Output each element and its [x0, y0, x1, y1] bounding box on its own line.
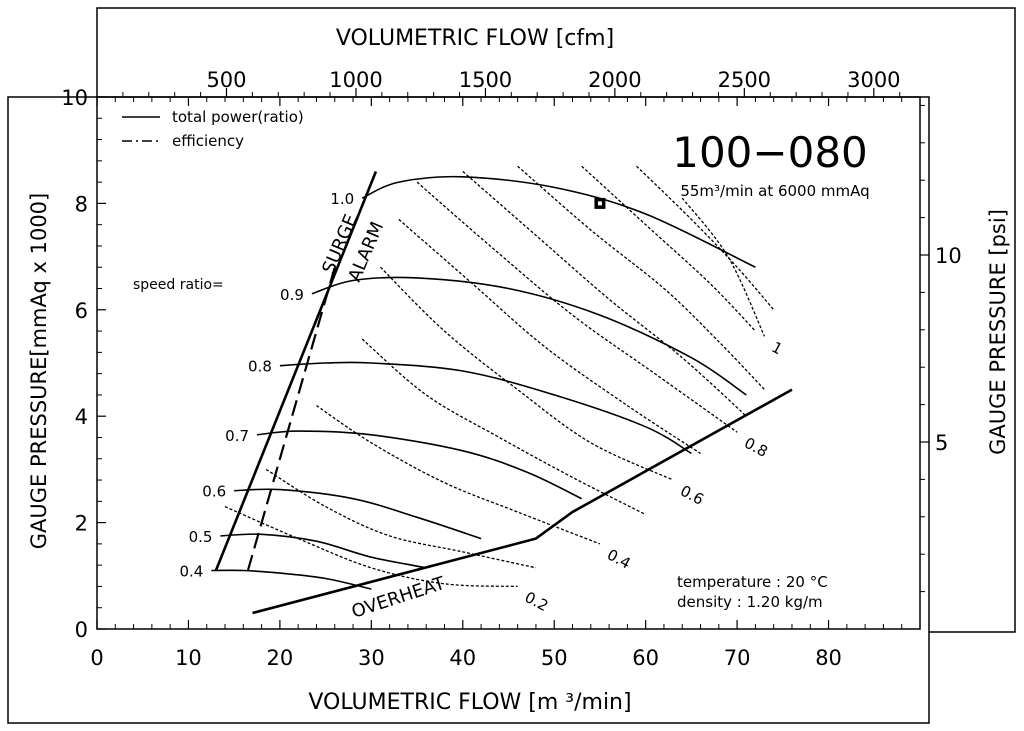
speed-curve-0.5	[220, 533, 427, 569]
x2-tick-label: 3000	[847, 68, 900, 92]
x2-tick-label: 1500	[459, 68, 512, 92]
chart-annotations	[594, 197, 606, 209]
y-tick-label: 6	[75, 299, 88, 323]
surge-line	[214, 171, 378, 571]
x-tick-label: 70	[724, 646, 751, 670]
speed-curve-label: 0.5	[189, 528, 213, 546]
y2-axis-label: GAUGE PRESSURE [psi]	[986, 209, 1010, 455]
speed-curve-label: 0.4	[179, 562, 203, 580]
speed-curve-label: 0.7	[225, 427, 249, 445]
power-ratio-line	[316, 405, 601, 545]
plot-area-border	[96, 96, 921, 630]
power-ratio-line	[224, 506, 518, 588]
x-tick-label: 20	[267, 646, 294, 670]
chart-subtitle: 55m³/min at 6000 mmAq	[680, 182, 869, 200]
x2-tick-label: 2000	[588, 68, 641, 92]
chart-curves: 1.00.90.80.70.60.50.40.20.40.60.81	[179, 165, 793, 615]
legend: total power(ratio) efficiency	[122, 108, 304, 150]
speed-ratio-prefix: speed ratio=	[133, 277, 224, 293]
speed-curve-0.4	[211, 569, 372, 590]
axis-ticks: 0 10 20 30 40 50 60 70 80 0 2 4 6 8 10 500 1000 1500 2000 2…	[61, 68, 961, 670]
power-ratio-line	[398, 218, 701, 454]
y-axis-label: GAUGE PRESSURE[mmAq x 1000]	[27, 193, 51, 550]
x-tick-label: 60	[632, 646, 659, 670]
power-ratio-line	[380, 266, 674, 481]
speed-curve-label: 0.9	[280, 286, 304, 304]
overheat-line	[252, 388, 793, 615]
speed-curve-label: 0.6	[202, 483, 226, 501]
y-tick-label: 10	[61, 86, 88, 110]
speed-curve-0.7	[256, 430, 583, 500]
speed-curve-label: 1.0	[330, 190, 354, 208]
x2-tick-label: 1000	[329, 68, 382, 92]
y-tick-label: 0	[75, 618, 88, 642]
speed-curve-0.9	[311, 276, 747, 396]
note-density: density : 1.20 kg/m	[677, 593, 823, 611]
x2-tick-label: 2500	[718, 68, 771, 92]
y2-tick-label: 5	[935, 431, 948, 455]
speed-curve-0.6	[234, 488, 482, 540]
x-tick-label: 40	[449, 646, 476, 670]
x-tick-label: 30	[358, 646, 385, 670]
power-ratio-line	[517, 165, 765, 391]
x-tick-label: 50	[541, 646, 568, 670]
note-temperature: temperature : 20 °C	[677, 573, 828, 591]
legend-entry-efficiency: efficiency	[172, 132, 244, 150]
y2-tick-label: 10	[935, 244, 962, 268]
x-tick-label: 10	[175, 646, 202, 670]
y-tick-label: 8	[75, 192, 88, 216]
x2-tick-label: 500	[206, 68, 246, 92]
y-tick-label: 2	[75, 512, 88, 536]
power-ratio-line	[416, 181, 738, 433]
x2-axis-label: VOLUMETRIC FLOW [cfm]	[336, 26, 614, 51]
x-axis-label: VOLUMETRIC FLOW [m ³/min]	[308, 690, 631, 715]
power-ratio-line	[636, 165, 775, 311]
speed-curve-1.0	[361, 175, 756, 268]
power-ratio-line	[462, 171, 747, 417]
chart-title: 100−080	[672, 128, 868, 177]
alarm-line	[246, 266, 336, 571]
power-ratio-line	[361, 338, 646, 516]
x-tick-label: 80	[815, 646, 842, 670]
speed-curve-label: 0.8	[248, 358, 272, 376]
design-point-center	[597, 201, 602, 206]
x-tick-label: 0	[90, 646, 103, 670]
speed-curve-0.8	[279, 361, 692, 455]
y-tick-label: 4	[75, 405, 88, 429]
legend-entry-total-power: total power(ratio)	[172, 108, 304, 126]
power-ratio-line	[265, 468, 537, 569]
power-ratio-line	[681, 197, 766, 337]
power-ratio-line	[581, 165, 756, 332]
chart-frames	[7, 7, 1016, 724]
